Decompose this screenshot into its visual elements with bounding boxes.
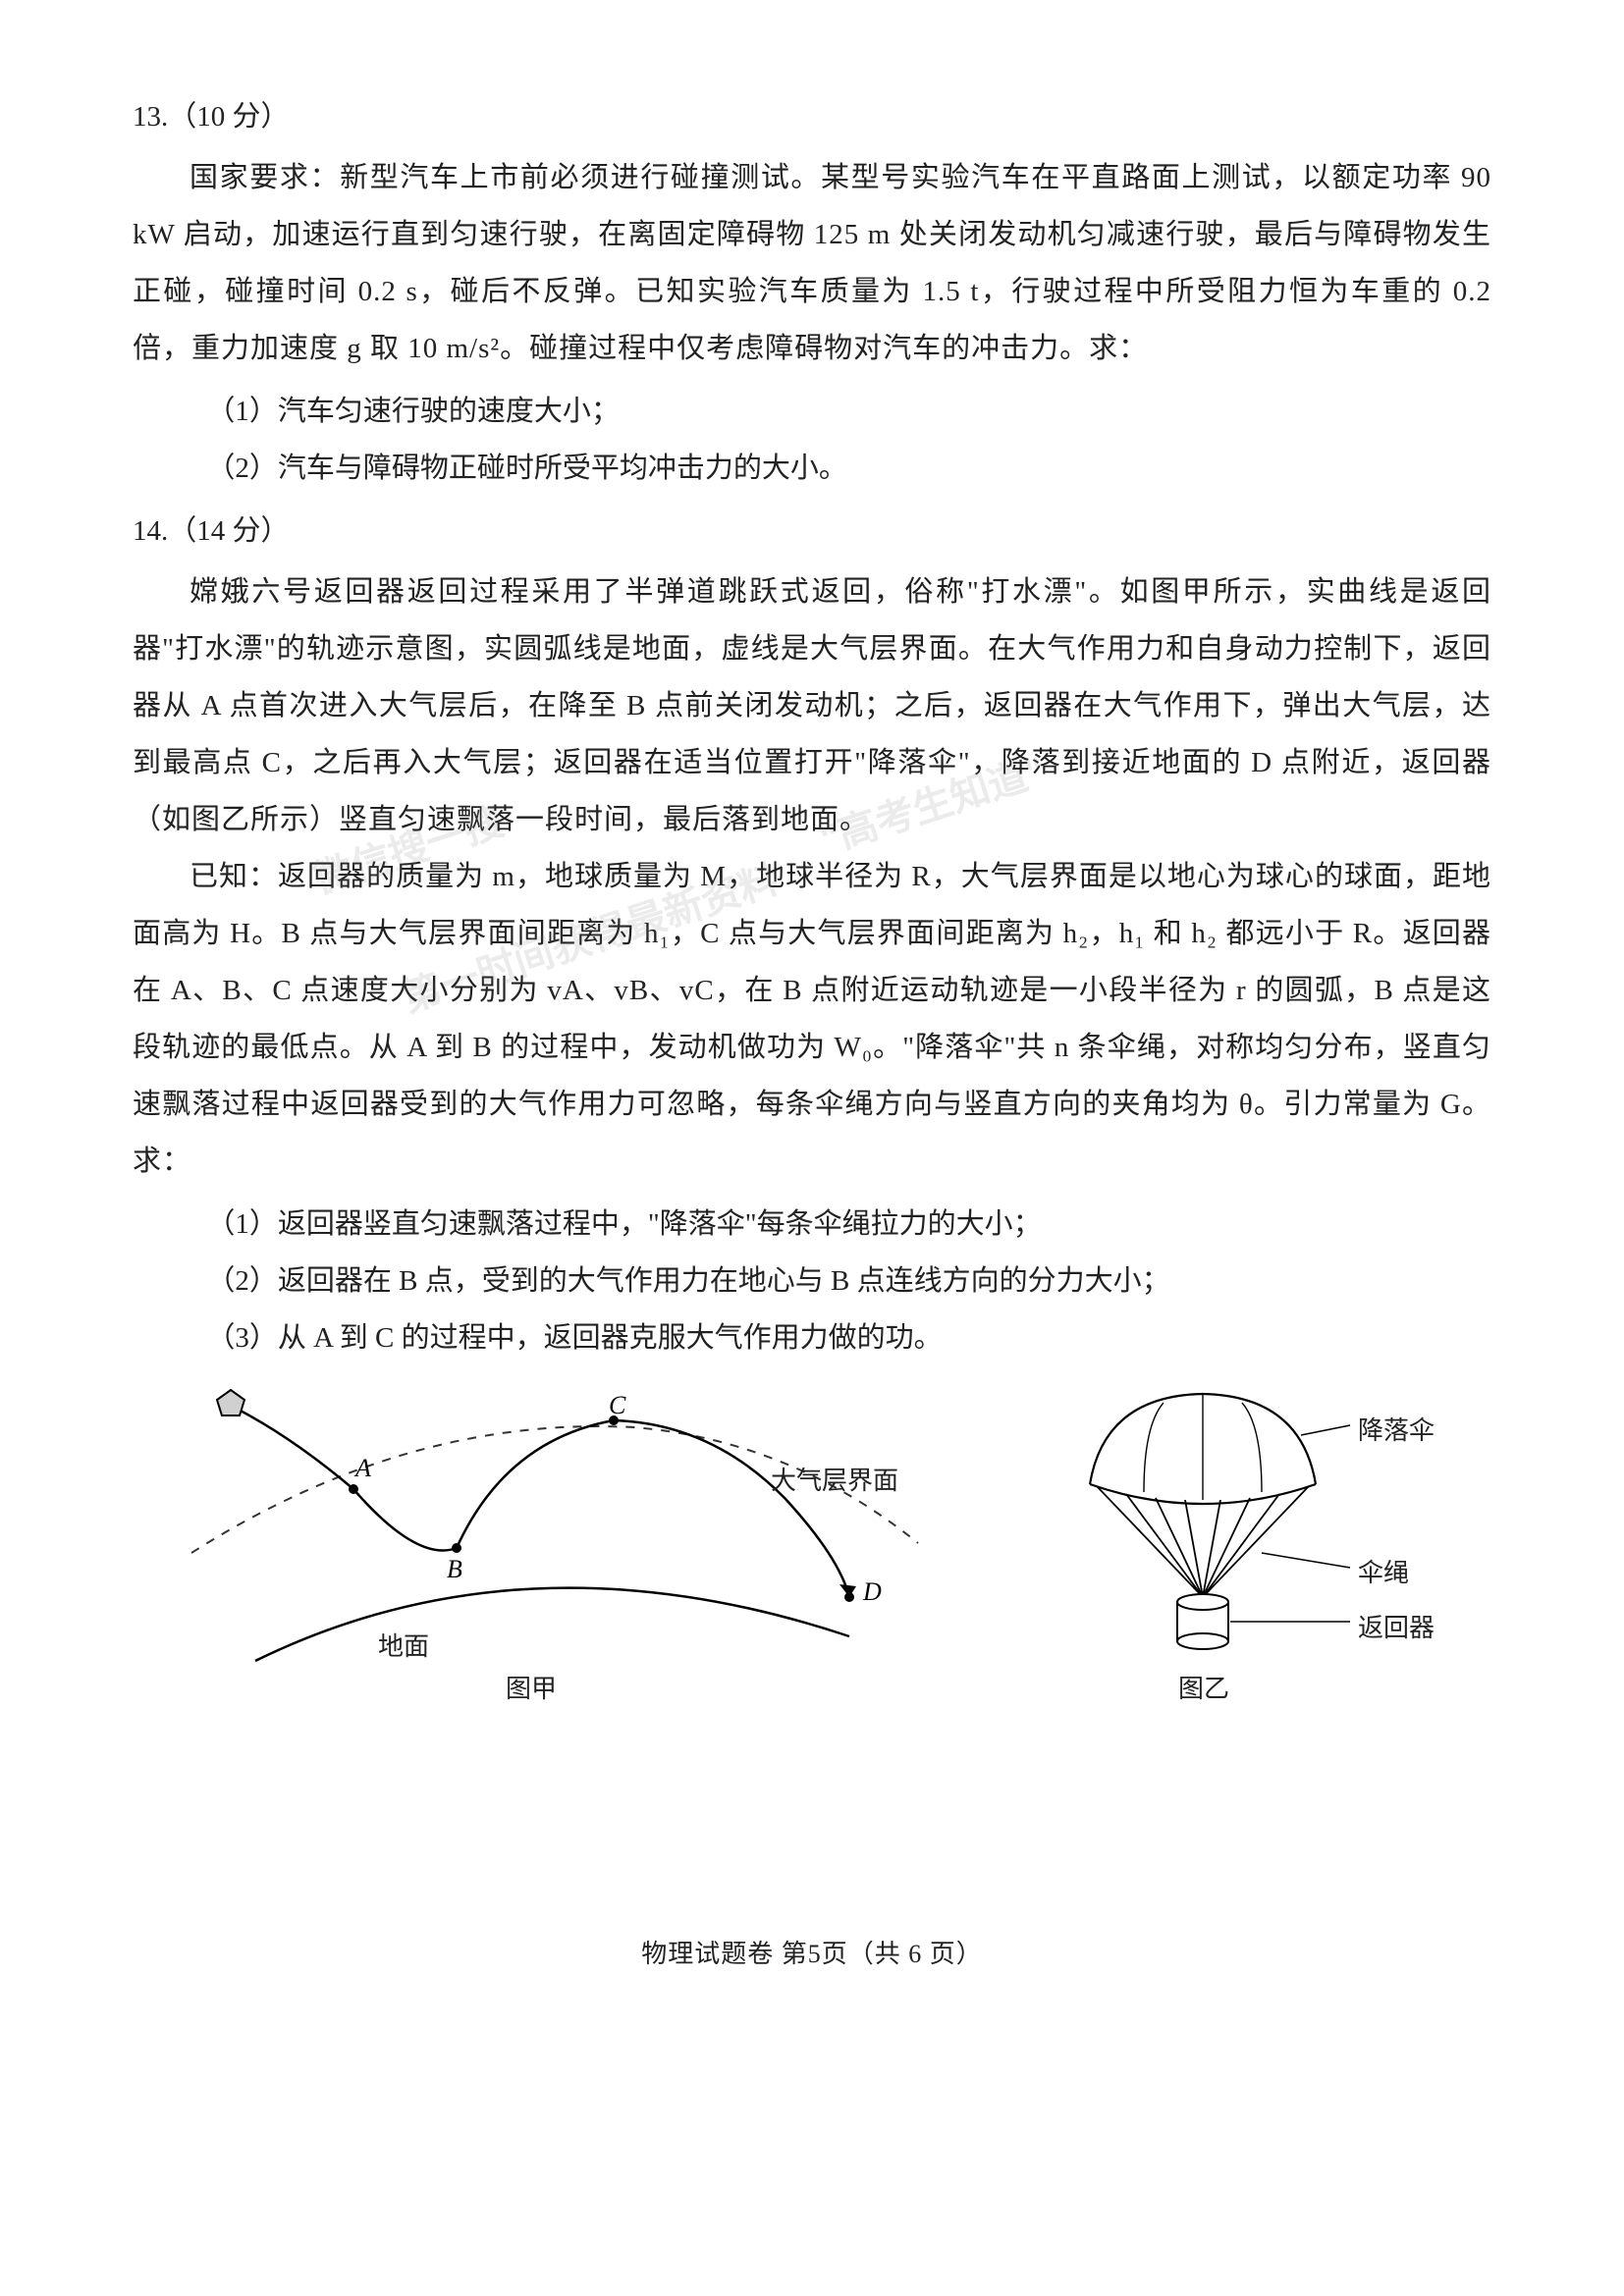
label-returner: 返回器: [1358, 1608, 1435, 1644]
q13-sub1: （1）汽车匀速行驶的速度大小；: [206, 383, 1491, 440]
figure-yi: [1056, 1376, 1380, 1671]
label-ground: 地面: [378, 1627, 429, 1663]
q14-body-2-wrap: 已知：返回器的质量为 m，地球质量为 M，地球半径为 R，大气层界面是以地心为球…: [133, 848, 1491, 1190]
q14-sub2: （2）返回器在 B 点，受到的大气作用力在地心与 B 点连线方向的分力大小；: [206, 1253, 1491, 1309]
exam-page: 13.（10 分） 国家要求：新型汽车上市前必须进行碰撞测试。某型号实验汽车在平…: [0, 0, 1624, 2296]
label-rope: 伞绳: [1358, 1553, 1409, 1589]
q14-body-2: 已知：返回器的质量为 m，地球质量为 M，地球半径为 R，大气层界面是以地心为球…: [133, 848, 1491, 1190]
q13-number: 13.（10 分）: [133, 88, 1491, 145]
q13-body: 国家要求：新型汽车上市前必须进行碰撞测试。某型号实验汽车在平直路面上测试，以额定…: [133, 149, 1491, 377]
fig-jia-caption: 图甲: [506, 1669, 557, 1705]
figure-block: A B C D 大气层界面 地面 图甲: [133, 1376, 1488, 1749]
q14-number: 14.（14 分）: [133, 503, 1491, 560]
figure-jia: A B C D: [162, 1376, 977, 1671]
label-C: C: [609, 1391, 626, 1419]
page-footer: 物理试题卷 第5页（共 6 页）: [0, 1934, 1624, 1970]
fig-yi-caption: 图乙: [1178, 1669, 1229, 1705]
q13-sub2: （2）汽车与障碍物正碰时所受平均冲击力的大小。: [206, 440, 1491, 497]
label-parachute: 降落伞: [1358, 1411, 1435, 1447]
label-A: A: [353, 1454, 371, 1482]
label-D: D: [862, 1577, 882, 1606]
q14-sub1: （1）返回器竖直匀速飘落过程中，"降落伞"每条伞绳拉力的大小；: [206, 1196, 1491, 1253]
label-B: B: [447, 1555, 462, 1583]
q14-body-1: 嫦娥六号返回器返回过程采用了半弹道跳跃式返回，俗称"打水漂"。如图甲所示，实曲线…: [133, 563, 1491, 848]
label-atmosphere: 大气层界面: [771, 1461, 898, 1497]
q14-sub3: （3）从 A 到 C 的过程中，返回器克服大气作用力做的功。: [206, 1309, 1491, 1366]
